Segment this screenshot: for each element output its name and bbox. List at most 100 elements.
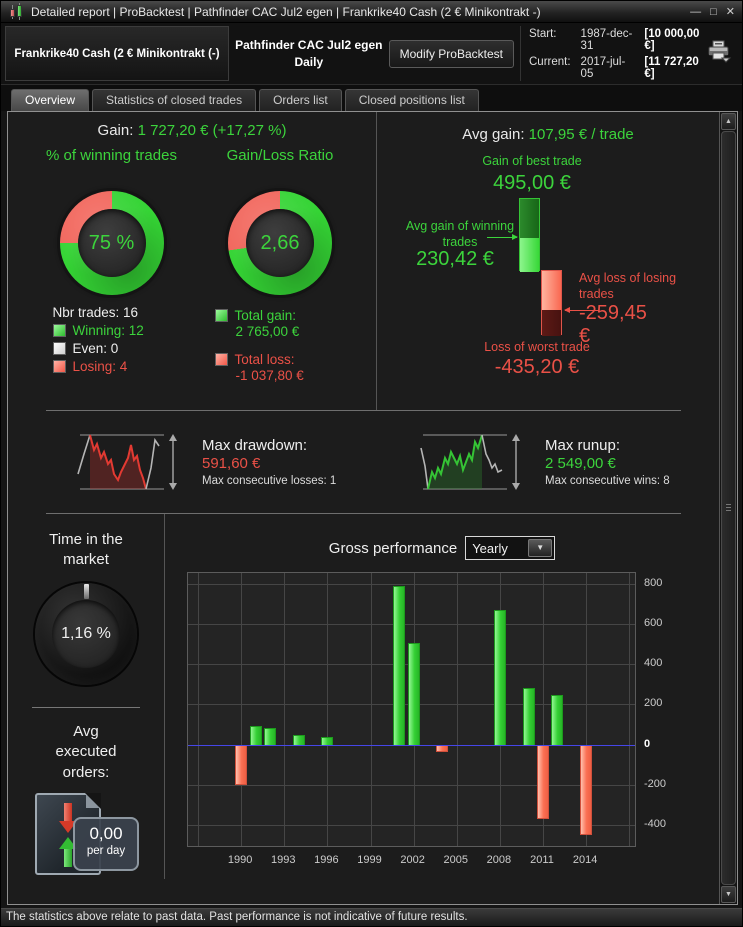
- chart-gridline: [370, 573, 372, 846]
- worst-trade-value: -435,20 €: [494, 356, 580, 378]
- chart-bar: [321, 736, 334, 745]
- total-loss-value: -1 037,80 €: [235, 368, 304, 383]
- chart-gridline: [543, 573, 544, 846]
- loss-extremes-bar: [541, 270, 562, 336]
- ratio-donut-value: 2,66: [260, 231, 300, 254]
- x-axis-tick-label: 2005: [443, 854, 469, 866]
- vertical-scrollbar[interactable]: ▲ ▼: [719, 112, 737, 904]
- avg-gain-value: 107,95 € / trade: [528, 126, 634, 143]
- even-swatch-icon: [52, 342, 66, 355]
- best-trade-value: 495,00 €: [493, 172, 571, 194]
- gross-performance-plot: [187, 572, 636, 847]
- scroll-up-icon[interactable]: ▲: [721, 113, 736, 130]
- x-axis-tick-label: 1996: [314, 854, 339, 866]
- orders-per-day-widget: 0,00 per day: [21, 791, 151, 879]
- period-dropdown[interactable]: Yearly ▼: [465, 536, 556, 560]
- chart-bar: [580, 744, 593, 835]
- avg-win-value: 230,42 €: [416, 248, 494, 270]
- drawdown-runup-section: Max drawdown: 591,60 € Max consecutive l…: [8, 411, 719, 513]
- max-runup-label: Max runup:: [545, 437, 621, 454]
- chart-bar: [407, 643, 420, 745]
- avg-loss-arrow-icon: [564, 306, 599, 313]
- total-loss-label: Total loss:: [234, 352, 295, 367]
- tab-orders-list[interactable]: Orders list: [259, 89, 342, 111]
- print-icon[interactable]: [704, 38, 734, 69]
- y-axis-tick-label: 0: [644, 737, 651, 750]
- chart-gridline: [241, 573, 243, 846]
- worst-trade-label: Loss of worst trade: [484, 340, 590, 354]
- gain-value: 1 727,20 € (+17,27 %): [137, 122, 287, 139]
- tab-statistics-of-closed-trades[interactable]: Statistics of closed trades: [92, 89, 257, 111]
- section-separator: [46, 513, 681, 514]
- tab-bar: Overview Statistics of closed trades Ord…: [1, 85, 742, 111]
- chart-bar: [292, 734, 305, 745]
- x-axis-tick-label: 1990: [227, 854, 253, 866]
- max-consecutive-losses: Max consecutive losses: 1: [202, 475, 337, 487]
- close-icon[interactable]: ✕: [725, 5, 735, 18]
- max-drawdown-sparkline: [77, 434, 177, 490]
- dropdown-arrow-icon[interactable]: ▼: [528, 539, 553, 557]
- max-runup-sparkline: [420, 434, 520, 490]
- avg-loss-value: -259,45 €: [579, 302, 647, 347]
- buy-arrow-icon: [59, 836, 77, 867]
- current-date: 2017-jul-05: [580, 55, 626, 80]
- chart-gridline: [188, 624, 635, 626]
- scrollbar-thumb[interactable]: [721, 131, 736, 885]
- modify-probacktest-button[interactable]: Modify ProBacktest: [388, 39, 514, 68]
- chart-bar: [235, 744, 248, 785]
- y-axis-tick-label: -400: [644, 817, 667, 830]
- x-axis-tick-label: 2008: [486, 854, 512, 866]
- total-gain-swatch-icon: [214, 309, 228, 322]
- minimize-icon[interactable]: —: [690, 5, 702, 18]
- chart-bar: [537, 744, 549, 819]
- y-axis-tick-label: 800: [644, 577, 663, 590]
- winning-trades-donut: 75 %: [59, 191, 164, 295]
- chart-gridline: [188, 584, 635, 586]
- avg-orders-value: 0,00: [89, 823, 123, 843]
- bottom-section: Time in the market 1,16 % Avg executed o…: [8, 514, 719, 879]
- ratio-donut-title: Gain/Loss Ratio: [226, 147, 334, 164]
- max-drawdown-value: 591,60 €: [202, 455, 261, 472]
- avg-win-label: Avg gain of winning trades: [405, 219, 515, 250]
- y-axis-tick-label: 400: [644, 657, 663, 670]
- x-axis-tick-label: 1999: [357, 854, 382, 866]
- nbr-trades: Nbr trades: 16: [52, 305, 139, 320]
- x-axis-tick-label: 2014: [572, 854, 598, 866]
- max-runup-value: 2 549,00 €: [545, 455, 616, 472]
- y-axis-tick-label: -200: [644, 777, 667, 790]
- system-timeframe: Daily: [294, 54, 324, 69]
- total-gain-label: Total gain:: [234, 308, 297, 323]
- winning-count: Winning: 12: [72, 323, 144, 338]
- x-axis-tick-label: 2002: [400, 854, 425, 866]
- capital-summary: Start: 1987-dec-31 [10 000,00 €] Current…: [529, 28, 704, 80]
- losing-swatch-icon: [52, 360, 66, 373]
- max-consecutive-wins: Max consecutive wins: 8: [545, 475, 670, 487]
- tab-overview[interactable]: Overview: [11, 89, 90, 111]
- chart-gridline: [188, 824, 635, 826]
- scroll-down-icon[interactable]: ▼: [721, 886, 736, 903]
- losing-count: Losing: 4: [72, 359, 128, 374]
- maximize-icon[interactable]: □: [710, 5, 717, 18]
- chart-gridline: [198, 573, 200, 846]
- time-in-market-label: Time in the market: [49, 531, 123, 568]
- gain-label: Gain:: [97, 122, 134, 139]
- total-loss-swatch-icon: [214, 353, 228, 366]
- title-bar: Detailed report | ProBacktest | Pathfind…: [1, 1, 742, 23]
- winning-donut-value: 75 %: [88, 231, 135, 254]
- chart-gridline: [629, 573, 631, 846]
- system-name: Pathfinder CAC Jul2 egen Daily: [235, 37, 383, 69]
- chart-gridline: [188, 784, 635, 786]
- chart-zero-line: [188, 744, 635, 746]
- stats-section: Gain: 1 727,20 € (+17,27 %) % of winning…: [8, 112, 719, 410]
- tab-closed-positions-list[interactable]: Closed positions list: [344, 89, 479, 111]
- avg-win-arrow-icon: [487, 234, 518, 241]
- y-axis-tick-label: 600: [644, 617, 663, 630]
- current-value: [11 727,20 €]: [644, 55, 699, 80]
- window-title: Detailed report | ProBacktest | Pathfind…: [31, 4, 541, 19]
- orders-per-day-badge: 0,00 per day: [73, 816, 139, 871]
- gain-line: Gain: 1 727,20 € (+17,27 %): [8, 122, 376, 139]
- total-gain-value: 2 765,00 €: [235, 324, 300, 339]
- start-date: 1987-dec-31: [580, 27, 633, 52]
- chart-bar: [436, 744, 449, 752]
